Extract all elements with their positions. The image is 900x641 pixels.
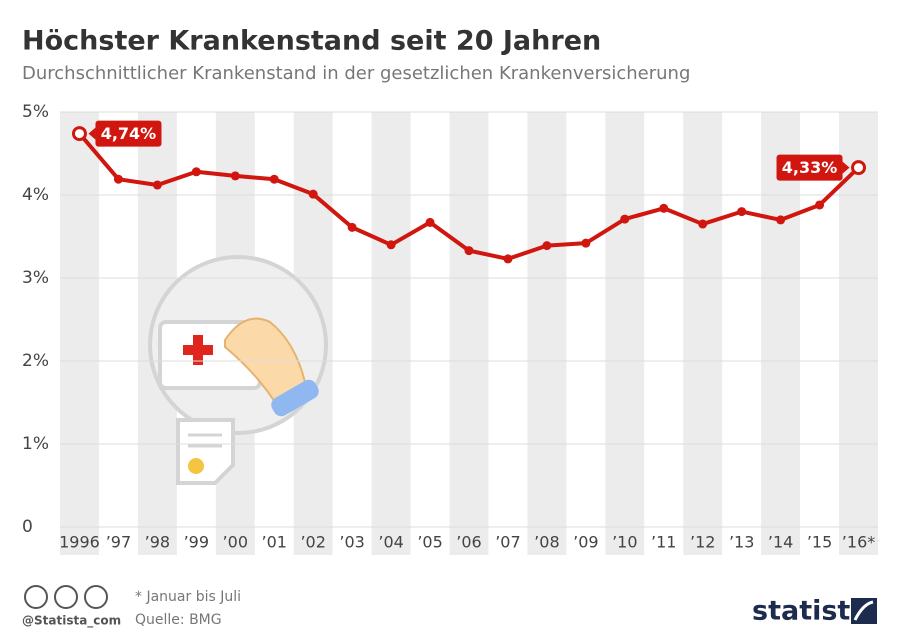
point xyxy=(230,171,240,181)
illustration-hand xyxy=(224,317,307,404)
value-label-pointer xyxy=(842,161,850,174)
y-tick-label: 4% xyxy=(22,185,49,205)
point xyxy=(425,217,435,227)
x-tick-label: ’03 xyxy=(339,533,364,552)
x-tick-label: ’00 xyxy=(223,533,248,552)
point xyxy=(308,189,318,199)
point xyxy=(698,219,708,229)
grid-band xyxy=(527,112,567,555)
x-tick-label: ’97 xyxy=(106,533,131,552)
x-tick-label: ’11 xyxy=(651,533,676,552)
grid-band xyxy=(60,112,99,555)
point xyxy=(113,174,123,184)
footer: @Statista_com * Januar bis Juli Quelle: … xyxy=(22,585,877,629)
grid-band xyxy=(683,112,723,555)
point xyxy=(851,160,867,176)
x-tick-label: ’05 xyxy=(417,533,442,552)
x-tick-label: ’06 xyxy=(456,533,481,552)
illustration-certificate xyxy=(176,418,235,485)
brand-logo xyxy=(851,598,877,624)
value-label: 4,33% xyxy=(782,158,838,177)
illustration-cross xyxy=(183,335,213,365)
x-tick-label: ’04 xyxy=(378,533,403,552)
value-label: 4,74% xyxy=(101,124,157,143)
point xyxy=(503,254,513,264)
x-tick-label: ’08 xyxy=(534,533,559,552)
x-tick-label: ’02 xyxy=(300,533,325,552)
point xyxy=(347,222,357,232)
point xyxy=(386,240,396,250)
illustration-sleeve xyxy=(271,379,319,417)
footer-note: * Januar bis Juli xyxy=(135,589,241,605)
grid-band xyxy=(839,112,878,555)
x-tick-label: ’07 xyxy=(495,533,520,552)
value-label-pointer xyxy=(88,127,96,140)
x-tick-label: ’10 xyxy=(612,533,637,552)
y-tick-label: 0 xyxy=(22,517,33,537)
point xyxy=(776,215,786,225)
plot: 0 1% 2% 3% 4% 5% 1996 ’97 ’98 ’99 ’00 ’01 ’02 ’03 ’04 ’… xyxy=(22,102,878,552)
grid-band xyxy=(449,112,489,555)
footer-source: Quelle: BMG xyxy=(135,612,222,628)
point xyxy=(464,246,474,256)
value-label-box xyxy=(776,154,843,181)
chart-title: Höchster Krankenstand seit 20 Jahren xyxy=(22,26,601,57)
x-tick-label: ’98 xyxy=(145,533,170,552)
x-tick-label: ’12 xyxy=(690,533,715,552)
point xyxy=(659,203,669,213)
y-tick-label: 5% xyxy=(22,102,49,122)
footer-handle: @Statista_com xyxy=(22,614,121,629)
illustration-seal xyxy=(188,458,204,474)
point xyxy=(71,126,87,142)
point xyxy=(815,200,825,210)
illustration xyxy=(148,255,328,485)
point xyxy=(581,238,591,248)
point xyxy=(542,241,552,251)
point xyxy=(737,207,747,217)
y-tick-label: 3% xyxy=(22,268,49,288)
y-tick-label: 2% xyxy=(22,351,49,371)
grid-band xyxy=(371,112,411,555)
point xyxy=(191,167,201,177)
x-tick-label: 1996 xyxy=(59,533,100,552)
point xyxy=(269,174,279,184)
y-tick-label: 1% xyxy=(22,434,49,454)
grid-band xyxy=(605,112,645,555)
grid-band xyxy=(761,112,801,555)
value-label-box xyxy=(95,120,162,147)
chart-subtitle: Durchschnittlicher Krankenstand in der g… xyxy=(22,63,690,84)
point xyxy=(620,214,630,224)
point xyxy=(152,180,162,190)
x-tick-label: ’16* xyxy=(842,533,875,552)
x-tick-label: ’13 xyxy=(729,533,754,552)
x-tick-label: ’15 xyxy=(807,533,832,552)
x-tick-label: ’14 xyxy=(768,533,793,552)
footer-brand: statista xyxy=(752,596,869,627)
x-tick-label: ’09 xyxy=(573,533,598,552)
x-tick-label: ’01 xyxy=(262,533,287,552)
x-tick-label: ’99 xyxy=(184,533,209,552)
